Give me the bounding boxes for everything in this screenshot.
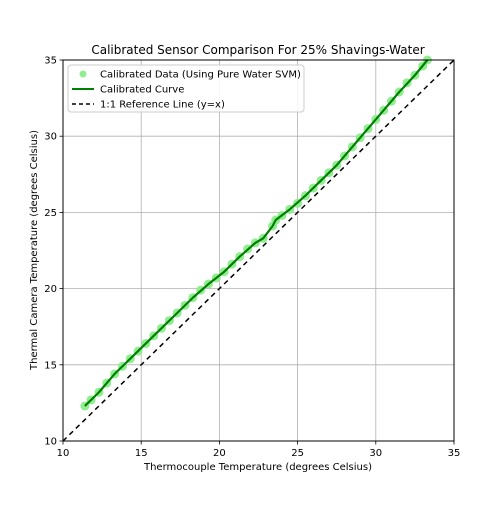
y-axis-label: Thermal Camera Temperature (degrees Cels… [29,130,40,371]
curve-layer [84,59,429,407]
tick-layer: 10 15 20 25 30 35 10 15 20 25 30 35 [44,56,460,460]
x-tick-label: 10 [57,448,70,459]
legend: Calibrated Data (Using Pure Water SVM) C… [67,64,305,113]
chart-title: Calibrated Sensor Comparison For 25% Sha… [91,43,424,57]
legend-scatter-marker [79,70,87,78]
x-tick-label: 35 [448,448,461,459]
legend-box [67,64,305,113]
legend-label-curve: Calibrated Curve [100,85,184,96]
x-tick-label: 20 [213,448,226,459]
x-tick-label: 30 [369,448,382,459]
legend-label-reference: 1:1 Reference Line (y=x) [100,100,225,111]
y-tick-label: 20 [44,284,57,295]
plot-frame [62,59,455,442]
y-tick-label: 25 [44,208,57,219]
y-tick-label: 15 [44,360,57,371]
x-tick-label: 15 [135,448,148,459]
y-tick-label: 30 [44,132,57,143]
reference-line [62,59,455,442]
calibrated-curve [84,59,429,407]
legend-label-scatter: Calibrated Data (Using Pure Water SVM) [100,70,301,81]
y-tick-label: 35 [44,56,57,67]
x-tick-label: 25 [291,448,304,459]
reference-layer [62,59,455,442]
x-axis-label: Thermocouple Temperature (degrees Celsiu… [143,462,372,473]
y-tick-label: 10 [44,437,57,448]
